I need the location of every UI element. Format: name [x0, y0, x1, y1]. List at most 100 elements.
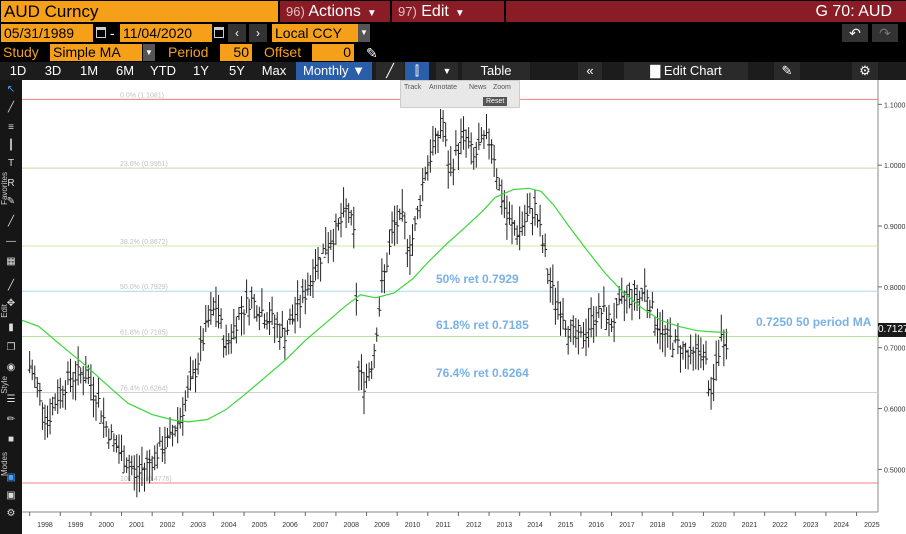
edit-chart-button[interactable]: ▇ Edit Chart — [624, 62, 748, 80]
calendar-icon[interactable] — [96, 27, 106, 38]
r-icon[interactable]: R — [7, 178, 15, 189]
edit-menu[interactable]: 97) Edit ▼ — [392, 1, 504, 22]
x-tick-label: 2021 — [742, 522, 758, 529]
x-tick-label: 2025 — [864, 522, 880, 529]
period-input[interactable]: 50 — [220, 44, 252, 61]
window-title: G 70: AUD — [506, 1, 906, 22]
chart-icon: ▇ — [650, 63, 661, 78]
chevron-down-icon[interactable]: ▼ — [358, 24, 370, 42]
y-tick-label: 0.8000 — [884, 285, 906, 292]
x-tick-label: 2013 — [497, 522, 513, 529]
x-tick-label: 2004 — [221, 522, 237, 529]
x-tick-label: 2015 — [558, 522, 574, 529]
pencil-icon[interactable]: ✎ — [366, 45, 378, 61]
track-button[interactable]: Track — [404, 84, 422, 91]
x-tick-label: 2007 — [313, 522, 329, 529]
x-tick-label: 2023 — [803, 522, 819, 529]
favorites-label: Favorites — [0, 172, 9, 205]
layers-icon[interactable]: ☰ — [6, 394, 16, 405]
line-chart-icon[interactable]: ╱ — [376, 62, 404, 80]
collapse-left-icon[interactable]: « — [578, 62, 602, 80]
y-tick-label: 0.5000 — [884, 467, 906, 474]
chart-area[interactable]: 0.0% (1.1081) 23.6% (0.9951) 38.2% (0.8672… — [22, 80, 906, 534]
range-max[interactable]: Max — [261, 63, 287, 78]
actions-menu-label: Actions — [308, 3, 361, 20]
calendar-icon[interactable] — [214, 27, 224, 38]
move-icon[interactable]: ✥ — [6, 298, 16, 309]
columns-icon[interactable]: ┃ — [7, 140, 15, 151]
reset-button[interactable]: Reset — [483, 97, 508, 106]
x-tick-label: 2017 — [619, 522, 635, 529]
x-tick-label: 2022 — [772, 522, 788, 529]
x-tick-label: 2003 — [190, 522, 206, 529]
range-1d[interactable]: 1D — [9, 63, 27, 78]
fib-level-label: 0.0% (1.1081) — [120, 92, 164, 99]
palette-icon[interactable]: ◉ — [6, 362, 16, 373]
date-separator: - — [110, 25, 115, 41]
chart-mini-toolbar: Track Annotate News Zoom Reset — [400, 80, 520, 108]
last-value-badge: 0.7127 — [878, 323, 906, 337]
cursor-icon[interactable]: ↖ — [6, 84, 16, 95]
range-ytd[interactable]: YTD — [150, 63, 176, 78]
y-tick-label: 0.9000 — [884, 224, 906, 231]
annotate-icon[interactable]: ✎ — [774, 62, 800, 80]
y-tick-label: 1.0000 — [884, 163, 906, 170]
chevron-down-icon[interactable]: ▼ — [143, 44, 155, 61]
brush-icon[interactable]: ✏ — [6, 414, 16, 425]
caret-down-icon: ▼ — [352, 63, 366, 78]
zoom-button[interactable]: Zoom — [493, 84, 511, 91]
x-tick-label: 2005 — [252, 522, 268, 529]
trash-icon[interactable]: ▮ — [8, 322, 14, 333]
line-tool-icon[interactable]: ╱ — [7, 280, 15, 291]
bar-chart-icon[interactable]: ⫿ — [405, 62, 429, 80]
actions-menu[interactable]: 96) Actions ▼ — [280, 1, 390, 22]
x-tick-label: 2000 — [98, 522, 114, 529]
y-tick-label: 1.1000 — [884, 102, 906, 109]
y-tick-label: 0.6000 — [884, 407, 906, 414]
x-tick-label: 1998 — [37, 522, 53, 529]
settings-gear-icon[interactable]: ⚙ — [6, 508, 16, 519]
x-tick-label: 2008 — [343, 522, 359, 529]
minus-icon[interactable]: — — [6, 236, 16, 247]
x-tick-label: 2011 — [436, 522, 451, 529]
range-6m[interactable]: 6M — [115, 63, 135, 78]
security-field[interactable]: AUD Curncy — [1, 1, 278, 22]
bars-icon[interactable]: ≡ — [8, 122, 14, 133]
start-date-field[interactable]: 05/31/1989 — [1, 24, 93, 42]
next-period-button[interactable]: › — [249, 24, 267, 42]
table-button[interactable]: Table — [462, 62, 530, 80]
left-toolbar: ↖ ╱ ≡ ┃ T R ✎ ╱ — ▦ Favorites ╱ ✥ Edit ▮… — [0, 80, 22, 534]
currency-field[interactable]: Local CCY — [272, 24, 358, 42]
mode-icon[interactable]: ▣ — [6, 472, 16, 483]
annotate-button[interactable]: Annotate — [429, 84, 458, 91]
copy-icon[interactable]: ❐ — [6, 342, 16, 353]
ruler-icon[interactable]: ╱ — [7, 216, 15, 227]
range-1y[interactable]: 1Y — [193, 63, 209, 78]
study-select[interactable]: Simple MA — [50, 44, 142, 61]
caret-down-icon: ▼ — [454, 8, 465, 19]
fib-618-annotation: 61.8% ret 0.7185 — [436, 318, 529, 332]
redo-button[interactable]: ↷ — [872, 24, 898, 42]
offset-input[interactable]: 0 — [312, 44, 354, 61]
undo-button[interactable]: ↶ — [842, 24, 868, 42]
text-icon[interactable]: T — [7, 158, 15, 169]
frequency-select[interactable]: Monthly ▼ — [296, 62, 372, 80]
x-tick-label: 2002 — [160, 522, 176, 529]
gear-icon[interactable]: ⚙ — [852, 62, 878, 80]
fib-level-label: 76.4% (0.6264) — [120, 386, 168, 393]
news-button[interactable]: News — [469, 84, 487, 91]
mode-icon[interactable]: ▣ — [6, 490, 16, 501]
line-tool-icon[interactable]: ╱ — [7, 102, 15, 113]
grid-icon[interactable]: ▦ — [6, 256, 16, 267]
range-5y[interactable]: 5Y — [229, 63, 245, 78]
chart-type-dropdown[interactable]: ▼ — [436, 62, 458, 80]
range-1m[interactable]: 1M — [79, 63, 99, 78]
ma-line — [22, 187, 728, 423]
x-tick-label: 2019 — [680, 522, 696, 529]
color-swatch-icon[interactable]: ■ — [7, 434, 15, 445]
end-date-field[interactable]: 11/04/2020 — [120, 24, 212, 42]
pen-icon[interactable]: ✎ — [6, 196, 16, 207]
fib-level-label: 23.6% (0.9951) — [120, 161, 168, 168]
range-3d[interactable]: 3D — [44, 63, 62, 78]
prev-period-button[interactable]: ‹ — [228, 24, 246, 42]
